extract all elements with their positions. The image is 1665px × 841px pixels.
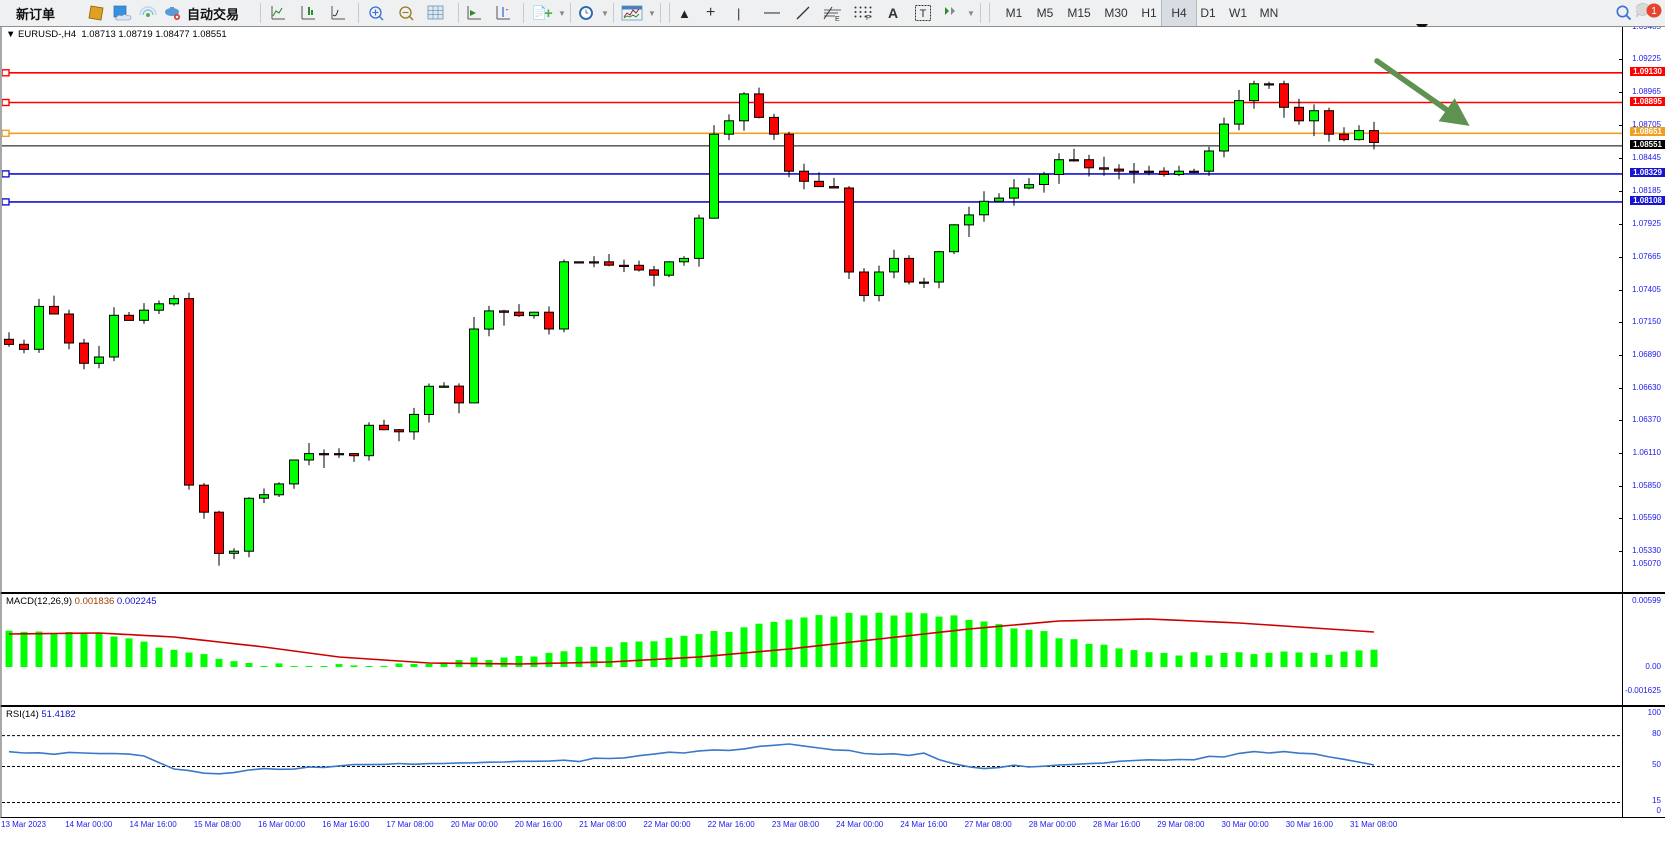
svg-text:F: F — [866, 15, 870, 20]
svg-text:E: E — [835, 16, 840, 21]
svg-text:T: T — [920, 8, 927, 20]
svg-text:1: 1 — [1651, 6, 1657, 17]
